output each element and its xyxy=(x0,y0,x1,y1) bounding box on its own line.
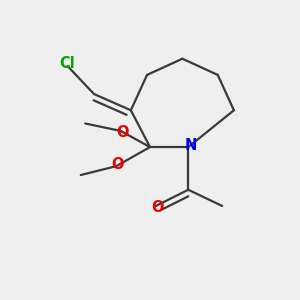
Text: O: O xyxy=(111,157,124,172)
Text: Cl: Cl xyxy=(60,56,75,71)
Text: N: N xyxy=(185,138,197,153)
Text: O: O xyxy=(151,200,164,215)
Text: O: O xyxy=(116,125,128,140)
